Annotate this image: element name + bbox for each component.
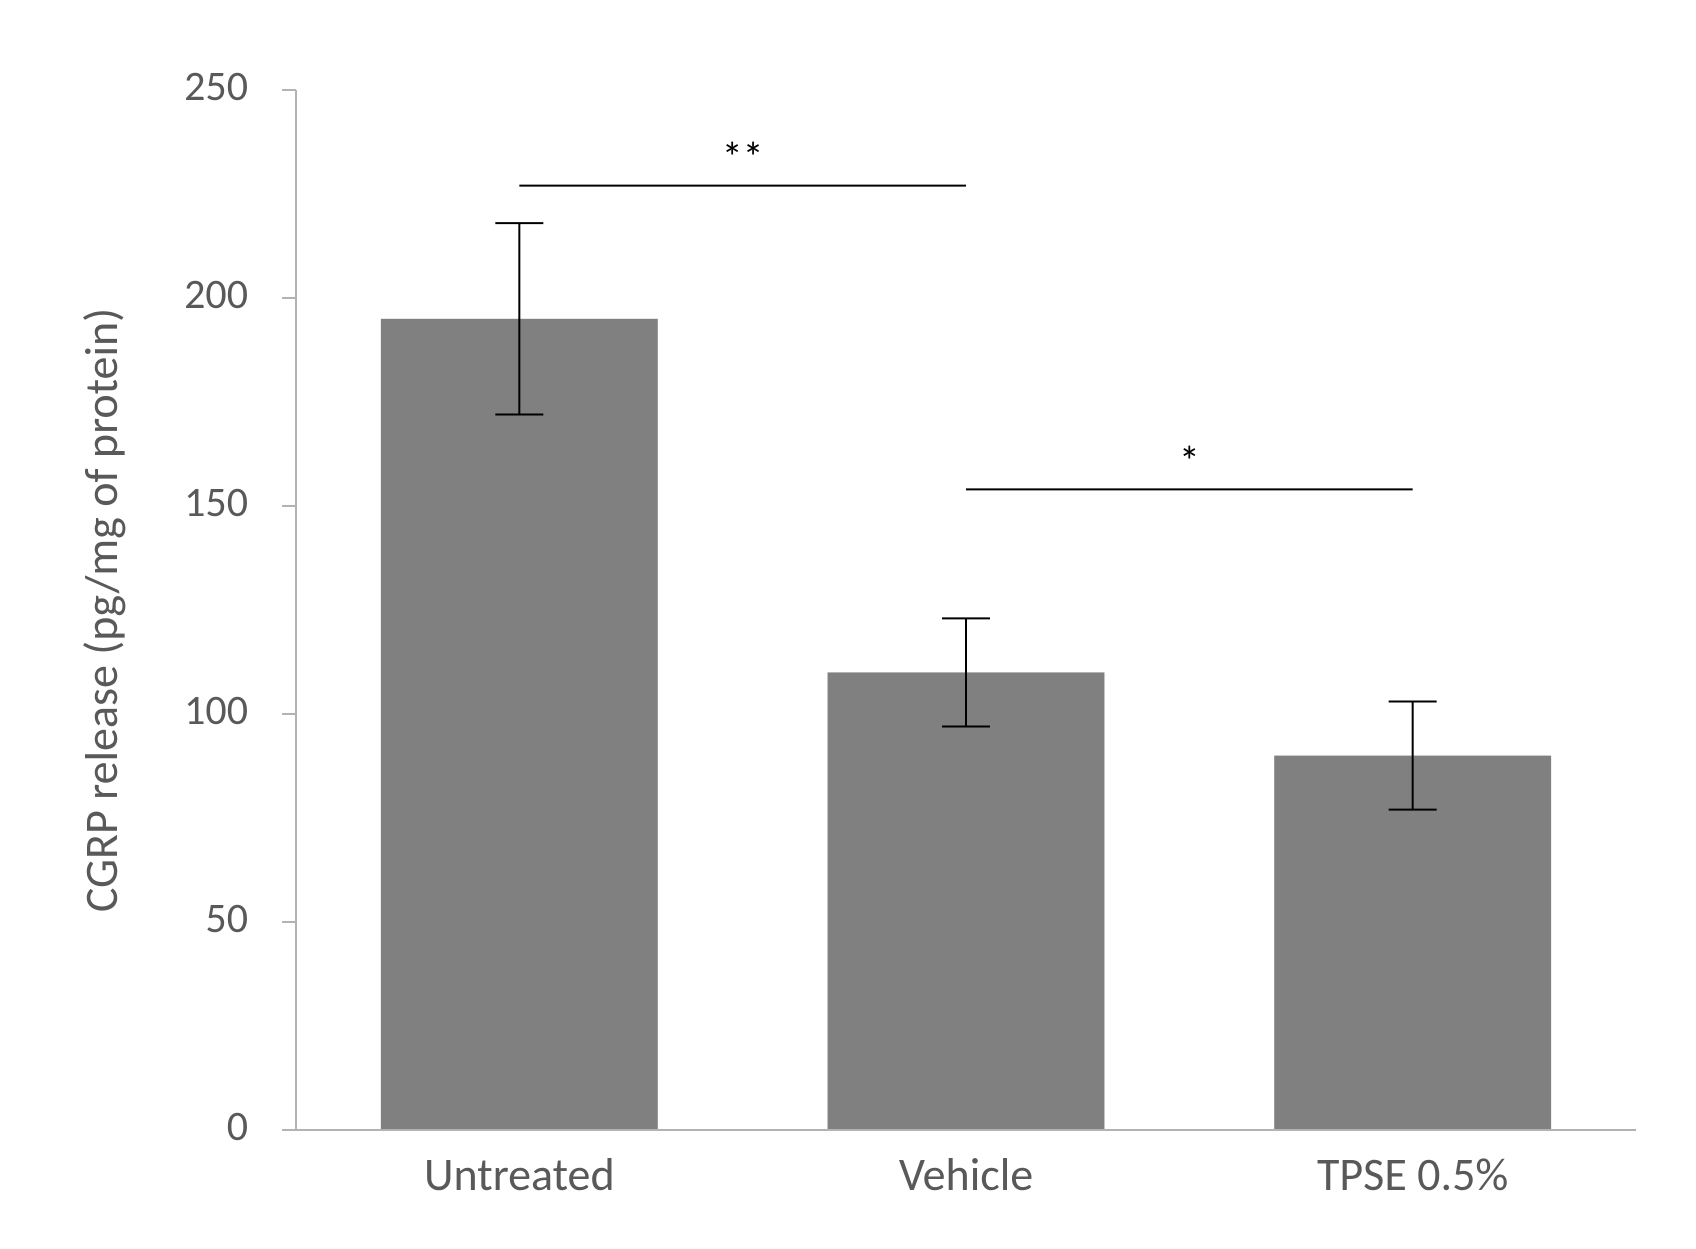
y-tick-label: 150: [184, 477, 248, 528]
y-tick-label: 200: [184, 269, 248, 320]
bar-chart-svg: 0 50 100 150 200 250 CGRP release (pg/mg of pr…: [0, 0, 1696, 1249]
x-category-label: TPSE 0.5%: [1317, 1147, 1508, 1203]
bar-vehicle: [828, 672, 1105, 1130]
y-tick-label: 50: [205, 893, 248, 944]
significance-label: *: [1179, 436, 1200, 487]
y-axis-title: CGRP release (pg/mg of protein): [74, 308, 130, 912]
y-tick-label: 0: [227, 1101, 248, 1152]
x-category-label: Vehicle: [899, 1147, 1033, 1203]
chart-container: 0 50 100 150 200 250 CGRP release (pg/mg of pr…: [0, 0, 1696, 1249]
bar-untreated: [381, 319, 658, 1130]
x-category-label: Untreated: [424, 1147, 615, 1203]
y-tick-label: 100: [184, 685, 248, 736]
significance-label: **: [722, 133, 764, 184]
y-tick-label: 250: [184, 61, 248, 112]
bar-tpse-0-5-: [1274, 756, 1551, 1130]
